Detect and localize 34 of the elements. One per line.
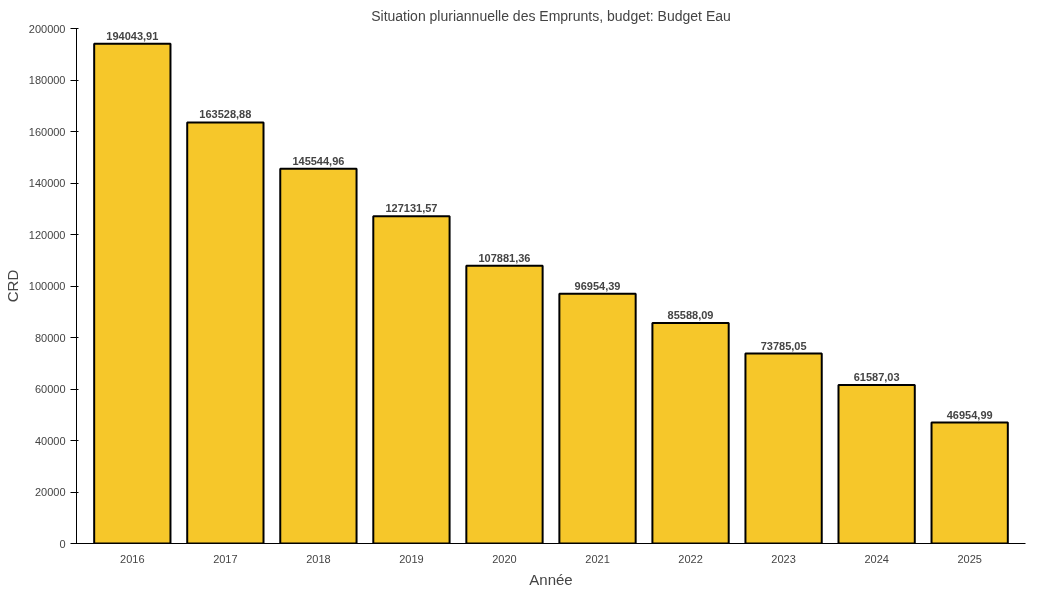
data-label: 61587,03 bbox=[853, 370, 900, 383]
y-tick-label: 80000 bbox=[34, 331, 66, 344]
y-axis-title: CRD bbox=[3, 269, 21, 303]
x-tick-label: 2021 bbox=[585, 552, 610, 565]
x-tick-label: 2018 bbox=[306, 552, 331, 565]
data-label: 96954,39 bbox=[574, 279, 621, 292]
x-tick-label: 2023 bbox=[771, 552, 796, 565]
x-tick-label: 2016 bbox=[120, 552, 145, 565]
x-axis-title: Année bbox=[529, 570, 573, 588]
data-label: 46954,99 bbox=[946, 408, 993, 421]
data-label: 127131,57 bbox=[385, 202, 438, 215]
data-label: 73785,05 bbox=[760, 339, 807, 352]
y-tick-label: 40000 bbox=[34, 434, 66, 447]
y-tick-label: 100000 bbox=[28, 280, 66, 292]
chart-title: Situation pluriannuelle des Emprunts, budget: Budget Eau bbox=[371, 7, 731, 24]
data-label: 107881,36 bbox=[478, 251, 531, 264]
data-label: 194043,91 bbox=[106, 29, 159, 42]
x-tick-label: 2019 bbox=[399, 552, 424, 565]
y-tick-label: 180000 bbox=[28, 74, 66, 86]
y-tick-label: 20000 bbox=[34, 486, 66, 498]
x-tick-label: 2017 bbox=[213, 552, 238, 565]
y-tick-label: 140000 bbox=[28, 177, 66, 189]
x-tick-label: 2024 bbox=[864, 552, 889, 565]
y-tick-label: 120000 bbox=[28, 228, 66, 241]
y-tick-label: 60000 bbox=[34, 383, 66, 395]
x-tick-label: 2025 bbox=[957, 552, 982, 565]
y-tick-label: 160000 bbox=[28, 125, 66, 138]
data-label: 145544,96 bbox=[292, 154, 345, 167]
data-label: 85588,09 bbox=[667, 309, 714, 322]
data-label: 163528,88 bbox=[199, 108, 252, 121]
y-tick-label: 0 bbox=[59, 537, 66, 550]
x-tick-label: 2022 bbox=[678, 552, 703, 565]
y-tick-label: 200000 bbox=[28, 22, 66, 35]
x-tick-label: 2020 bbox=[492, 552, 517, 565]
